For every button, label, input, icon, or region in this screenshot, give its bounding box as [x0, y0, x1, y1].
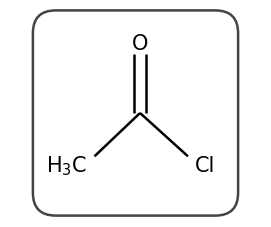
Text: Cl: Cl [195, 156, 215, 176]
Text: O: O [132, 33, 148, 53]
FancyBboxPatch shape [33, 11, 238, 216]
Text: H$_3$C: H$_3$C [46, 154, 88, 178]
